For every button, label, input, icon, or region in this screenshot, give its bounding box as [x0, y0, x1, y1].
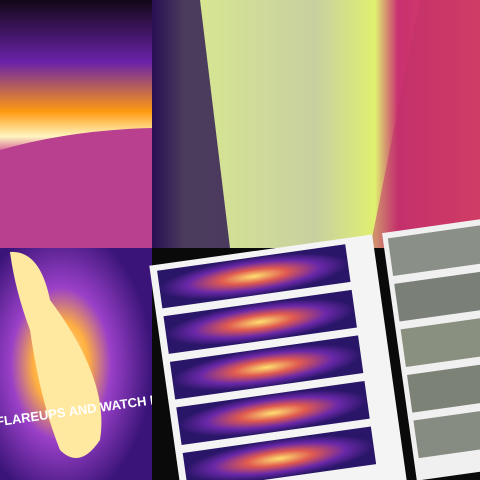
panel-pixelated — [152, 0, 480, 248]
panel-strips — [149, 219, 480, 480]
panel-fire-horizon — [0, 0, 152, 248]
panel-fire-streak: FLAREUPS AND WATCH FOR FIF — [0, 248, 201, 480]
